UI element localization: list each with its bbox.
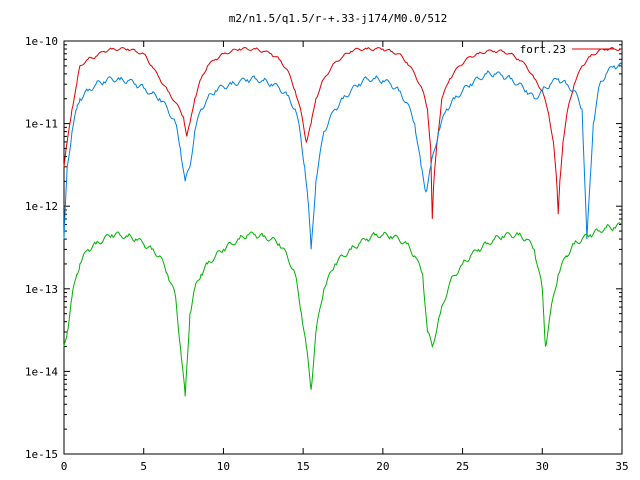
plot-frame	[63, 40, 623, 455]
y-tick-label: 1e-15	[25, 448, 58, 461]
series-line-0	[63, 46, 623, 220]
y-tick-label: 1e-10	[25, 35, 58, 48]
x-tick-label: 5	[140, 460, 147, 473]
legend-label: fort.23	[520, 43, 566, 56]
series-line-2	[63, 222, 623, 397]
x-tick-label: 35	[615, 460, 628, 473]
series-line-1	[63, 62, 623, 250]
x-tick-label: 15	[297, 460, 310, 473]
chart-title: m2/n1.5/q1.5/r-+.33-j174/M0.0/512	[229, 12, 448, 25]
y-tick-label: 1e-12	[25, 200, 58, 213]
legend: fort.23	[520, 43, 614, 56]
y-tick-label: 1e-13	[25, 283, 58, 296]
x-tick-label: 25	[456, 460, 469, 473]
x-tick-label: 0	[61, 460, 68, 473]
x-tick-label: 10	[217, 460, 230, 473]
y-tick-label: 1e-11	[25, 118, 58, 131]
x-tick-label: 30	[536, 460, 549, 473]
x-tick-label: 20	[376, 460, 389, 473]
y-tick-label: 1e-14	[25, 365, 58, 378]
